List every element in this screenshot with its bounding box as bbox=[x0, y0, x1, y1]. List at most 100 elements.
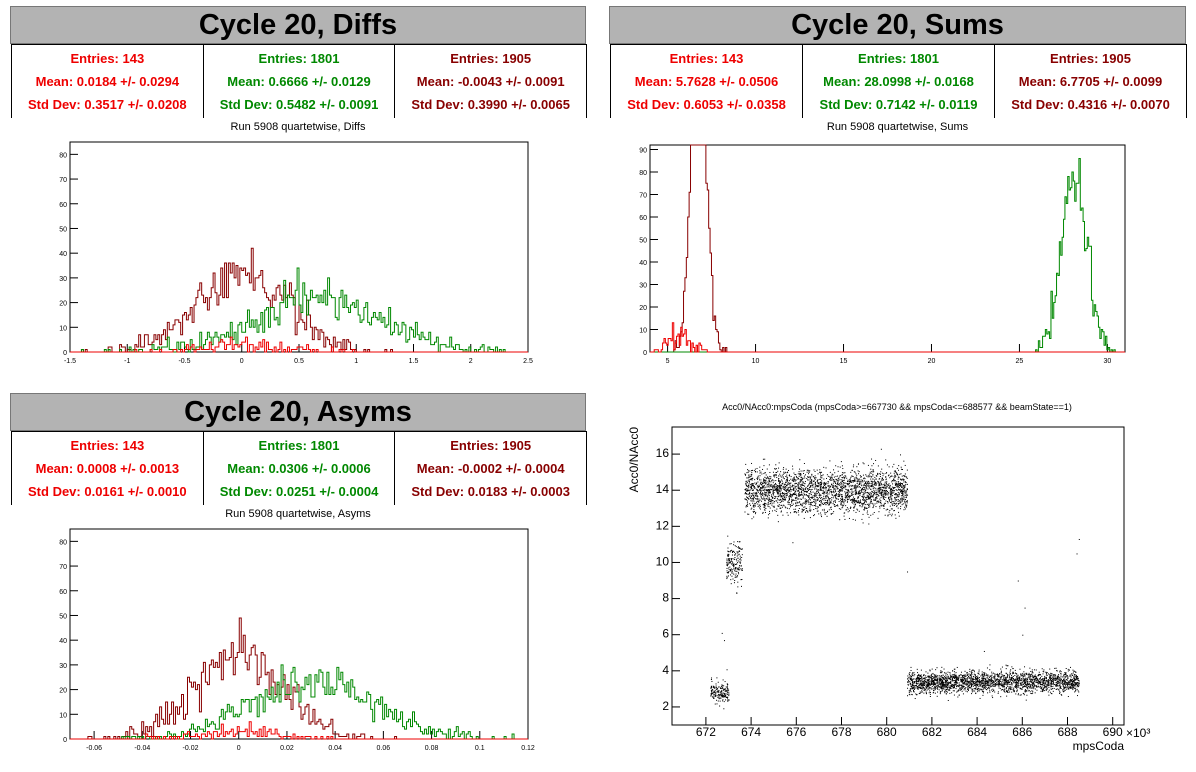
scatter-point bbox=[759, 472, 761, 474]
scatter-point bbox=[734, 567, 736, 569]
scatter-point bbox=[925, 693, 927, 695]
scatter-point bbox=[896, 486, 898, 488]
scatter-point bbox=[839, 475, 841, 477]
scatter-point bbox=[1072, 681, 1074, 683]
scatter-point bbox=[770, 495, 772, 497]
scatter-point bbox=[921, 684, 923, 686]
scatter-point bbox=[940, 683, 942, 685]
scatter-point bbox=[1060, 678, 1062, 680]
scatter-point bbox=[782, 495, 784, 497]
scatter-point bbox=[813, 495, 815, 497]
scatter-point bbox=[923, 680, 925, 682]
scatter-point bbox=[759, 487, 761, 489]
scatter-point bbox=[733, 566, 735, 568]
scatter-point bbox=[850, 489, 852, 491]
scatter-point bbox=[934, 674, 936, 676]
scatter-point bbox=[863, 502, 865, 504]
scatter-point bbox=[1042, 673, 1044, 675]
scatter-point bbox=[745, 484, 747, 486]
scatter-point bbox=[842, 481, 844, 483]
scatter-point bbox=[942, 674, 944, 676]
scatter-point bbox=[737, 541, 739, 543]
scatter-point bbox=[1048, 694, 1050, 696]
scatter-point bbox=[1072, 684, 1074, 686]
scatter-point bbox=[946, 678, 948, 680]
scatter-point bbox=[922, 685, 924, 687]
scatter-point bbox=[736, 555, 738, 557]
scatter-point bbox=[881, 479, 883, 481]
scatter-point bbox=[810, 476, 812, 478]
scatter-point bbox=[883, 498, 885, 500]
scatter-point bbox=[857, 501, 859, 503]
scatter-point bbox=[818, 494, 820, 496]
scatter-point bbox=[751, 490, 753, 492]
scatter-point bbox=[768, 464, 770, 466]
scatter-point bbox=[905, 504, 907, 506]
scatter-point bbox=[711, 689, 713, 691]
scatter-point bbox=[825, 483, 827, 485]
scatter-point bbox=[1001, 688, 1003, 690]
scatter-point bbox=[831, 484, 833, 486]
scatter-point bbox=[820, 471, 822, 473]
scatter-point bbox=[835, 475, 837, 477]
scatter-point bbox=[861, 503, 863, 505]
scatter-point bbox=[729, 566, 731, 568]
scatter-point bbox=[854, 501, 856, 503]
scatter-point bbox=[789, 495, 791, 497]
scatter-xtick-label: 680 bbox=[877, 725, 897, 739]
scatter-point bbox=[946, 678, 948, 680]
scatter-point bbox=[816, 490, 818, 492]
scatter-point bbox=[819, 489, 821, 491]
scatter-point bbox=[868, 492, 870, 494]
scatter-point bbox=[1022, 685, 1024, 687]
scatter-point bbox=[954, 678, 956, 680]
scatter-point bbox=[772, 479, 774, 481]
scatter-point bbox=[981, 674, 983, 676]
scatter-point bbox=[893, 492, 895, 494]
scatter-point bbox=[942, 684, 944, 686]
scatter-point bbox=[949, 682, 951, 684]
diffs-xtick-label: 0 bbox=[240, 358, 244, 365]
scatter-point bbox=[885, 472, 887, 474]
scatter-point bbox=[839, 490, 841, 492]
scatter-point bbox=[712, 689, 714, 691]
scatter-point bbox=[760, 490, 762, 492]
scatter-point bbox=[928, 692, 930, 694]
scatter-point bbox=[992, 690, 994, 692]
scatter-point bbox=[744, 498, 746, 500]
scatter-point bbox=[827, 504, 829, 506]
scatter-point bbox=[1049, 668, 1051, 670]
scatter-point bbox=[768, 514, 770, 516]
diffs-xtick-label: 1 bbox=[354, 358, 358, 365]
scatter-point bbox=[1051, 673, 1053, 675]
scatter-point bbox=[1069, 683, 1071, 685]
scatter-point bbox=[1013, 682, 1015, 684]
scatter-point bbox=[921, 682, 923, 684]
scatter-point bbox=[831, 491, 833, 493]
scatter-point bbox=[791, 500, 793, 502]
scatter-point bbox=[970, 683, 972, 685]
scatter-point bbox=[801, 477, 803, 479]
scatter-point bbox=[913, 681, 915, 683]
scatter-point bbox=[782, 483, 784, 485]
scatter-point bbox=[945, 691, 947, 693]
scatter-point bbox=[1013, 678, 1015, 680]
scatter-point bbox=[807, 476, 809, 478]
scatter-point bbox=[837, 475, 839, 477]
scatter-point bbox=[1029, 677, 1031, 679]
scatter-point bbox=[979, 685, 981, 687]
scatter-point bbox=[793, 478, 795, 480]
scatter-point bbox=[923, 684, 925, 686]
scatter-point bbox=[799, 473, 801, 475]
scatter-point bbox=[854, 493, 856, 495]
stat-entries: Entries: 143 bbox=[70, 438, 145, 453]
scatter-point bbox=[923, 681, 925, 683]
scatter-point bbox=[1017, 694, 1019, 696]
scatter-point bbox=[797, 502, 799, 504]
scatter-point bbox=[1066, 679, 1068, 681]
scatter-point bbox=[748, 493, 750, 495]
scatter-point bbox=[861, 490, 863, 492]
scatter-point bbox=[726, 576, 728, 578]
scatter-point bbox=[863, 483, 865, 485]
scatter-point bbox=[878, 483, 880, 485]
